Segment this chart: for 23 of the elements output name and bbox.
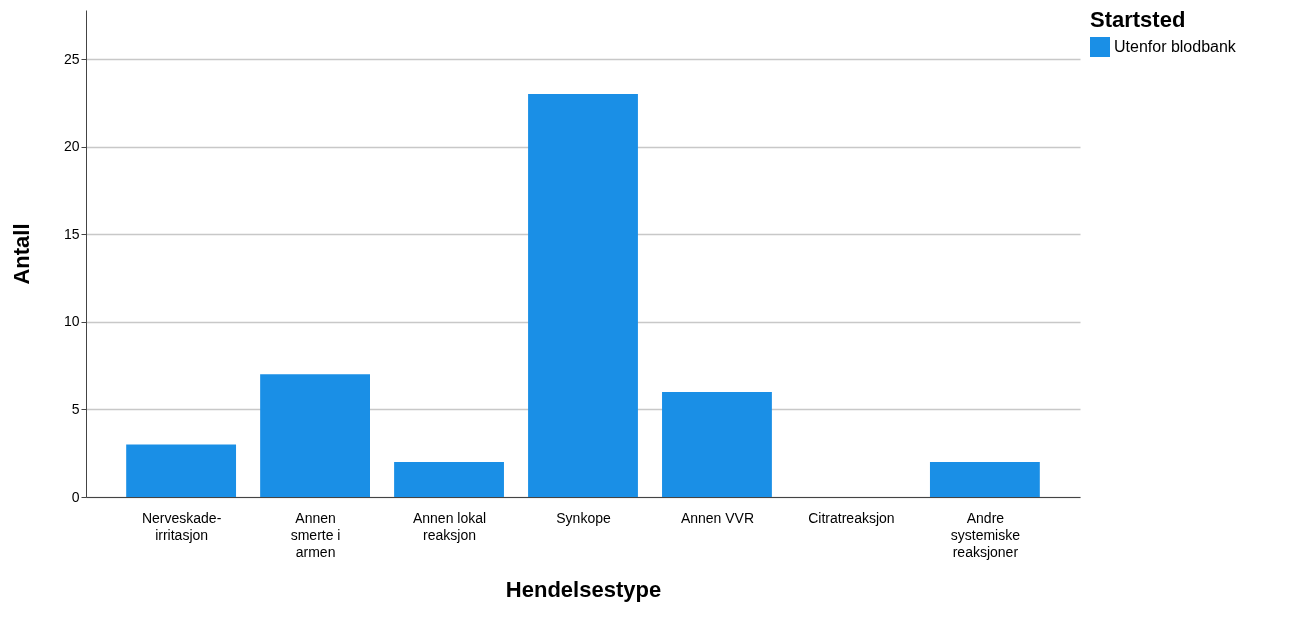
legend-label: Utenfor blodbank [1114,38,1237,55]
x-tick-label: Annen lokal reaksjon [412,509,487,543]
x-tick-label: Annen smerte i armen [290,509,341,560]
x-axis-title: Hendelsestype [505,576,662,602]
bar [662,391,772,497]
y-tick-label: 5 [71,400,80,417]
y-tick-label: 15 [63,225,80,242]
y-axis-title: Antall [8,223,34,285]
legend-title: Startsted [1090,7,1186,32]
y-tick-label: 10 [63,313,80,330]
bar [126,444,237,497]
y-tick-label: 0 [71,488,80,505]
bar [929,461,1040,497]
bar [528,94,638,497]
bar [260,374,370,497]
bar [394,461,504,497]
x-tick-label: Synkope [556,509,611,526]
x-tick-label: Citratreaksjon [808,509,895,526]
x-tick-label: Nerveskade-irritasjon [141,509,222,543]
y-tick-label: 25 [63,50,80,67]
x-tick-label: Andre systemiske reaksjoner [950,509,1021,560]
y-tick-label: 20 [63,138,80,155]
x-tick-label: Annen VVR [680,509,755,526]
